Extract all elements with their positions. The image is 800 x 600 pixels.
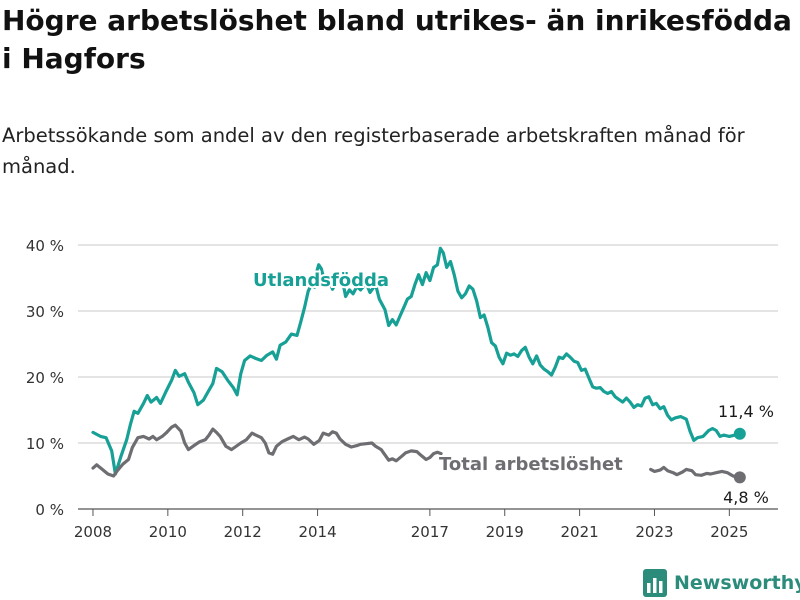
x-tick-label: 2019 [486, 523, 524, 541]
end-value-total: 4,8 % [723, 488, 769, 507]
y-tick-label: 0 % [35, 501, 64, 519]
x-tick-label: 2025 [710, 523, 748, 541]
chart-title: Högre arbetslöshet bland utrikes- än inr… [2, 4, 792, 75]
series-line [91, 246, 742, 476]
x-tick-label: 2010 [149, 523, 187, 541]
series-labels: Utlandsfödda Total arbetslöshet 11,4 % 4,8 … [251, 268, 774, 507]
series-label-total: Total arbetslöshet [439, 454, 623, 475]
series-lines [91, 246, 746, 484]
bar-chart-icon [643, 569, 667, 597]
y-tick-label: 20 % [26, 369, 64, 387]
series-line [649, 465, 742, 479]
x-axis: 2008 2010 2012 2014 2017 2019 2021 2023 2025 [74, 509, 748, 541]
x-tick-label: 2008 [74, 523, 112, 541]
x-tick-label: 2017 [411, 523, 449, 541]
x-tick-label: 2023 [635, 523, 673, 541]
y-tick-label: 10 % [26, 435, 64, 453]
series-line [91, 423, 443, 478]
y-tick-label: 40 % [26, 237, 64, 255]
series-label-utlandsfodda: Utlandsfödda [253, 270, 389, 291]
series-end-point [733, 427, 746, 440]
y-tick-label: 30 % [26, 303, 64, 321]
gridlines: 0 % 10 % 20 % 30 % 40 % [26, 237, 778, 519]
series-end-point [733, 471, 746, 484]
brand-name: Newsworthy [674, 572, 800, 594]
end-value-utlandsfodda: 11,4 % [718, 402, 774, 421]
x-tick-label: 2012 [224, 523, 262, 541]
x-tick-label: 2014 [298, 523, 336, 541]
newsworthy-logo[interactable]: Newsworthy [643, 568, 800, 598]
x-tick-label: 2021 [561, 523, 599, 541]
chart-subtitle: Arbetssökande som andel av den registerb… [2, 124, 745, 178]
